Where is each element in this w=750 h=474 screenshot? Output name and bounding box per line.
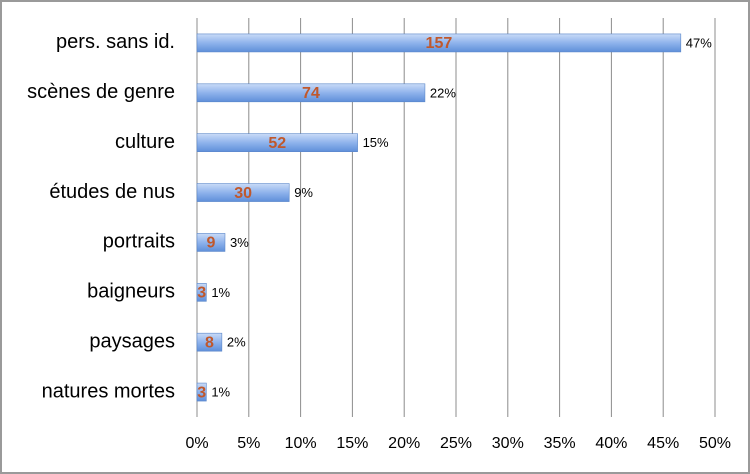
value-label: 1% [211,285,230,300]
count-label: 8 [205,334,214,351]
bar [196,133,358,152]
bar [196,233,226,252]
count-label: 3 [197,285,206,302]
x-tick-label: 50% [699,435,731,452]
value-label: 47% [686,35,712,50]
bar [196,83,426,103]
x-tick-label: 15% [336,435,368,452]
y-tick-label: baigneurs [87,281,175,303]
x-tick-label: 5% [237,435,260,452]
count-label: 3 [197,384,206,401]
count-label: 30 [234,185,252,202]
value-label: 15% [363,135,389,150]
value-label: 9% [294,185,313,200]
count-label: 74 [302,85,320,102]
y-tick-label: études de nus [49,181,175,203]
count-label: 157 [426,35,453,52]
y-tick-label: scènes de genre [27,81,175,103]
value-label: 22% [430,85,456,100]
y-tick-label: paysages [89,330,175,352]
count-label: 52 [268,135,286,152]
bar [196,283,207,302]
count-label: 9 [207,235,216,252]
x-tick-label: 30% [492,435,524,452]
value-label: 1% [211,385,230,400]
bar [196,332,223,352]
y-tick-label: portraits [103,231,175,253]
x-tick-label: 35% [544,435,576,452]
x-tick-label: 20% [388,435,420,452]
value-label: 2% [227,335,246,350]
value-label: 3% [230,235,249,250]
bar [196,33,682,53]
x-tick-label: 10% [285,435,317,452]
x-tick-label: 0% [185,435,208,452]
bar [196,183,290,202]
x-tick-label: 45% [647,435,679,452]
y-tick-label: culture [115,131,175,153]
y-tick-label: pers. sans id. [56,31,175,53]
x-tick-label: 25% [440,435,472,452]
x-tick-label: 40% [595,435,627,452]
bar [196,382,207,402]
y-tick-label: natures mortes [42,380,175,402]
